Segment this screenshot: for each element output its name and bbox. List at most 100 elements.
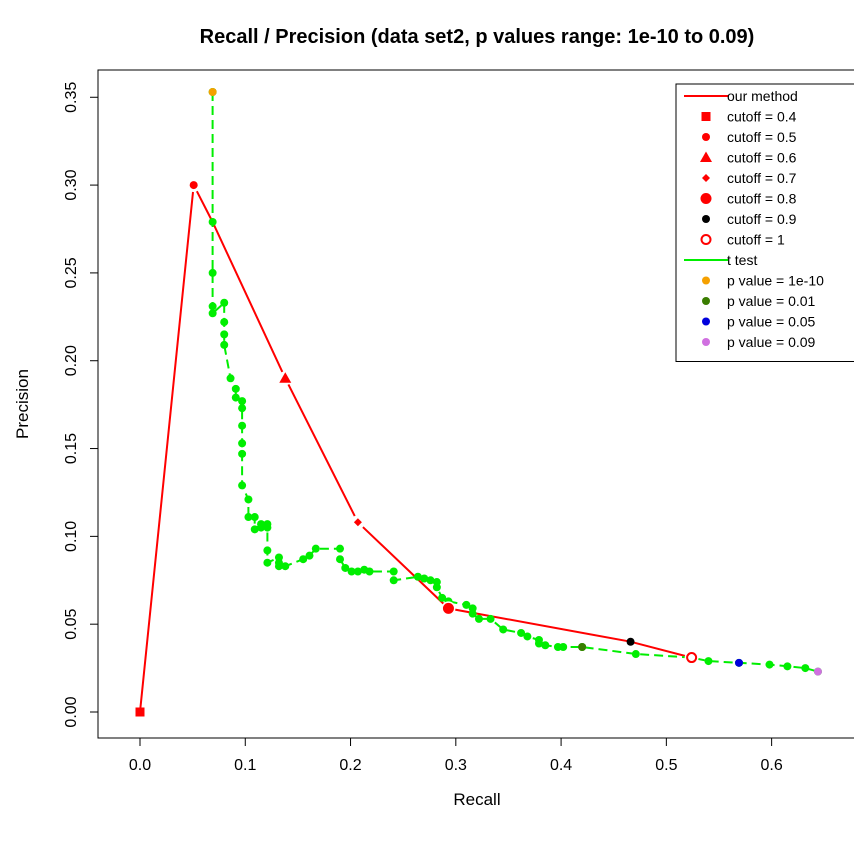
y-axis: 0.00 0.05 0.10 0.15 0.20 0.25 0.30 0.35: [63, 82, 99, 728]
y-tick-label: 0.35: [63, 82, 80, 113]
x-tick-label: 0.0: [129, 757, 151, 774]
legend-label: cutoff = 0.9: [727, 211, 797, 227]
legend-label: our method: [727, 88, 798, 104]
legend-marker-swatch: [700, 234, 712, 245]
y-tick-label: 0.15: [63, 433, 80, 464]
t-test-point: [365, 567, 374, 576]
t-test-point: [523, 632, 532, 641]
t-test-point: [438, 593, 447, 602]
t-test-point: [474, 614, 483, 623]
legend-label: cutoff = 0.7: [727, 170, 797, 186]
y-tick-label: 0.05: [63, 609, 80, 640]
legend-marker-swatch: [700, 193, 712, 204]
legend-marker-swatch: [702, 297, 710, 305]
t-test-point: [220, 340, 229, 349]
cutoff-0-7-marker: [353, 518, 362, 527]
t-test-point: [311, 544, 320, 553]
legend-box: [675, 83, 854, 362]
x-tick-label: 0.2: [339, 757, 361, 774]
t-test-point: [208, 302, 217, 311]
x-tick-label: 0.1: [234, 757, 256, 774]
t-test-point: [238, 449, 247, 458]
t-test-point: [208, 217, 217, 226]
t-test-point: [559, 643, 568, 652]
legend-label: p value = 0.01: [727, 293, 816, 309]
t-test-point: [353, 567, 362, 576]
t-test-point: [208, 268, 217, 277]
legend-marker-swatch: [702, 174, 710, 182]
t-test-point: [801, 664, 810, 673]
legend-marker-swatch: [702, 133, 710, 141]
cutoff-0-6-marker: [279, 372, 292, 383]
t-test-point: [257, 523, 266, 532]
t-test-point: [389, 567, 398, 576]
t-test-point: [765, 660, 774, 669]
legend-marker-swatch: [701, 112, 711, 121]
p-value-0-09-marker: [813, 667, 822, 676]
t-test-point: [238, 439, 247, 448]
p-value-0-05-marker: [734, 658, 743, 667]
legend-label: cutoff = 0.6: [727, 150, 797, 166]
t-test-point: [783, 662, 792, 671]
legend-label: cutoff = 1: [727, 232, 785, 248]
t-test-point: [231, 393, 240, 402]
t-test-point: [238, 481, 247, 490]
chart-title: Recall / Precision (data set2, p values …: [200, 26, 755, 48]
legend: our method cutoff = 0.4 cutoff = 0.5 cutoff…: [675, 83, 854, 362]
x-tick-label: 0.3: [445, 757, 467, 774]
t-test-point: [226, 374, 235, 383]
t-test-point: [263, 558, 272, 567]
cutoff-0-8-marker: [442, 602, 454, 614]
t-test-point: [299, 555, 308, 564]
t-test-point: [238, 421, 247, 430]
t-test-point: [426, 576, 435, 585]
t-test-point: [486, 614, 495, 623]
t-test-point: [263, 523, 272, 532]
x-axis: 0.0 0.1 0.2 0.3 0.4 0.5 0.6: [129, 737, 783, 774]
y-tick-label: 0.25: [63, 257, 80, 288]
t-test-point: [231, 384, 240, 393]
t-test-point: [432, 583, 441, 592]
x-tick-label: 0.4: [550, 757, 572, 774]
t-test-point: [631, 650, 640, 659]
t-test-point: [499, 625, 508, 634]
y-tick-label: 0.10: [63, 521, 80, 552]
x-tick-label: 0.6: [761, 757, 783, 774]
legend-label: cutoff = 0.8: [727, 191, 797, 207]
t-test-point: [238, 404, 247, 413]
legend-label: p value = 0.05: [727, 314, 816, 330]
t-test-point: [238, 397, 247, 406]
marker-layer: [135, 88, 822, 717]
legend-marker-swatch: [702, 338, 710, 346]
y-tick-label: 0.00: [63, 696, 80, 727]
t-test-point: [336, 555, 345, 564]
t-test-point: [305, 551, 314, 560]
cutoff-0-4-marker: [135, 707, 145, 717]
legend-label: cutoff = 0.4: [727, 109, 797, 125]
t-test-point: [389, 576, 398, 585]
t-test-point: [244, 495, 253, 504]
t-test-point: [208, 309, 217, 318]
t-test-point: [420, 574, 429, 583]
legend-label: t test: [727, 252, 757, 268]
our-method-line: [139, 181, 692, 713]
t-test-point: [468, 609, 477, 618]
x-axis-label: Recall: [453, 790, 500, 809]
cutoff-1-marker: [686, 652, 698, 664]
t-test-point: [534, 639, 543, 648]
legend-marker-swatch: [702, 317, 710, 326]
legend-label: p value = 0.09: [727, 334, 816, 350]
x-tick-label: 0.5: [655, 757, 677, 774]
t-test-point: [244, 513, 253, 522]
t-test-point: [541, 641, 550, 650]
t-test-point: [250, 513, 259, 522]
t-test-point: [517, 628, 526, 637]
t-test-point: [336, 544, 345, 553]
cutoff-0-5-marker: [189, 181, 198, 190]
t-test-point: [347, 567, 356, 576]
legend-marker-swatch: [702, 215, 710, 223]
t-test-point: [704, 657, 713, 666]
t-test-point: [250, 525, 259, 534]
cutoff-0-9-marker: [626, 637, 635, 646]
